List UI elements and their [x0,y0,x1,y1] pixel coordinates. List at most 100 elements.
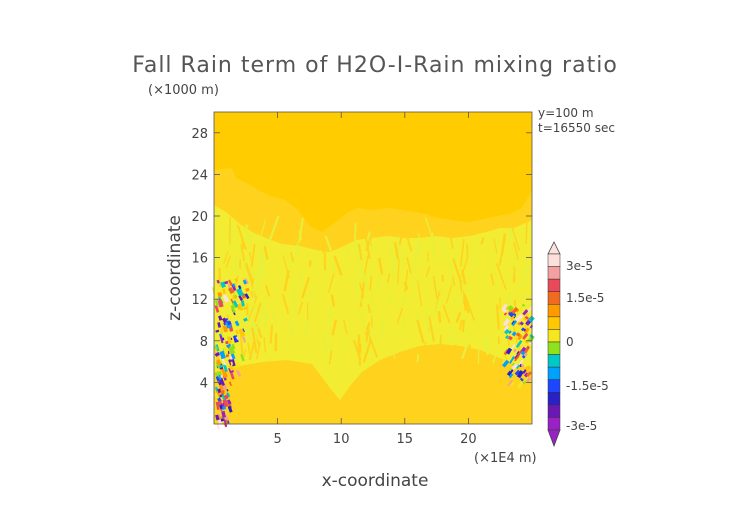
texture-streak [481,336,486,346]
edge-feature [516,307,523,316]
edge-feature [508,311,515,318]
edge-feature [517,350,523,356]
edge-feature [502,359,510,368]
edge-feature [505,347,513,355]
edge-feature [524,315,530,320]
texture-streak [480,237,485,245]
texture-streak [412,247,417,271]
edge-feature [234,361,241,368]
texture-streak [308,260,312,267]
texture-streak [248,251,252,261]
texture-streak [363,250,370,279]
edge-feature [221,317,228,324]
texture-streak [416,244,420,255]
edge-feature [511,331,517,337]
edge-feature [220,390,225,395]
edge-feature [217,322,222,328]
texture-streak [258,254,264,272]
edge-feature [238,295,244,302]
edge-feature [244,278,249,284]
left-edge-features [214,278,250,430]
edge-feature [503,325,510,332]
texture-streak [244,263,254,286]
right-edge-features [501,303,535,389]
edge-feature [508,368,513,372]
colorbar-segment [547,304,561,318]
edge-feature [214,299,219,307]
edge-feature [526,377,532,383]
edge-feature [214,345,218,350]
texture-streak [300,314,312,341]
texture-streak [324,343,329,368]
edge-feature [515,364,520,369]
y-tick-label: 16 [191,252,208,267]
texture-streak [265,285,271,297]
edge-feature [522,332,529,340]
texture-streak [353,339,362,361]
texture-streak [218,267,222,287]
texture-streak [492,348,499,364]
edge-feature [228,381,232,387]
texture-streak [452,258,463,286]
texture-streak [525,220,528,244]
edge-feature [222,384,228,390]
texture-streak [457,351,462,360]
edge-feature [508,373,514,379]
texture-streak [225,255,231,268]
edge-feature [529,334,534,339]
texture-streak [321,331,328,355]
edge-feature [232,300,239,308]
edge-feature [221,357,227,366]
texture-streak [243,258,248,268]
edge-feature [214,304,220,313]
edge-feature [516,370,524,379]
edge-feature [516,309,521,313]
edge-feature [222,399,229,408]
edge-feature [223,280,229,285]
colorbar-segment [547,354,561,368]
texture-streak [254,308,264,335]
chart-title: Fall Rain term of H2O-I-Rain mixing rati… [132,53,618,78]
texture-streak [237,244,243,255]
edge-feature [228,364,234,372]
edge-feature [514,355,520,362]
edge-feature [230,361,234,366]
edge-feature [219,384,224,391]
texture-streak [366,231,371,242]
edge-feature [222,294,230,303]
texture-streak [361,269,368,289]
edge-feature [524,327,530,334]
annotation-t: t=16550 sec [538,121,615,135]
edge-feature [231,284,237,292]
edge-feature [238,328,246,338]
colorbar-segment [547,404,561,418]
texture-streak [521,293,525,301]
texture-streak [496,304,500,330]
colorbar-segment [547,291,561,305]
texture-streak [502,356,506,365]
edge-feature [220,374,224,378]
texture-streak [520,265,530,289]
texture-streak [511,226,521,251]
edge-feature [231,343,236,350]
y-tick-label: 8 [200,335,208,350]
edge-feature [226,343,232,348]
texture-streak [513,241,519,261]
texture-streak [358,258,362,270]
edge-feature [517,334,523,341]
texture-streak [417,280,423,307]
texture-streak [365,327,369,342]
texture-streak [414,314,419,326]
texture-streak [290,313,293,334]
colorbar-tick-label: 0 [566,335,574,349]
edge-feature [217,291,223,298]
texture-streak [239,335,244,355]
texture-streak [259,252,263,262]
edge-feature [520,363,525,368]
texture-streak [427,350,431,361]
texture-streak [357,288,365,310]
edge-feature [526,345,530,350]
x-tick-label: 15 [397,432,414,447]
texture-streak [324,235,333,252]
